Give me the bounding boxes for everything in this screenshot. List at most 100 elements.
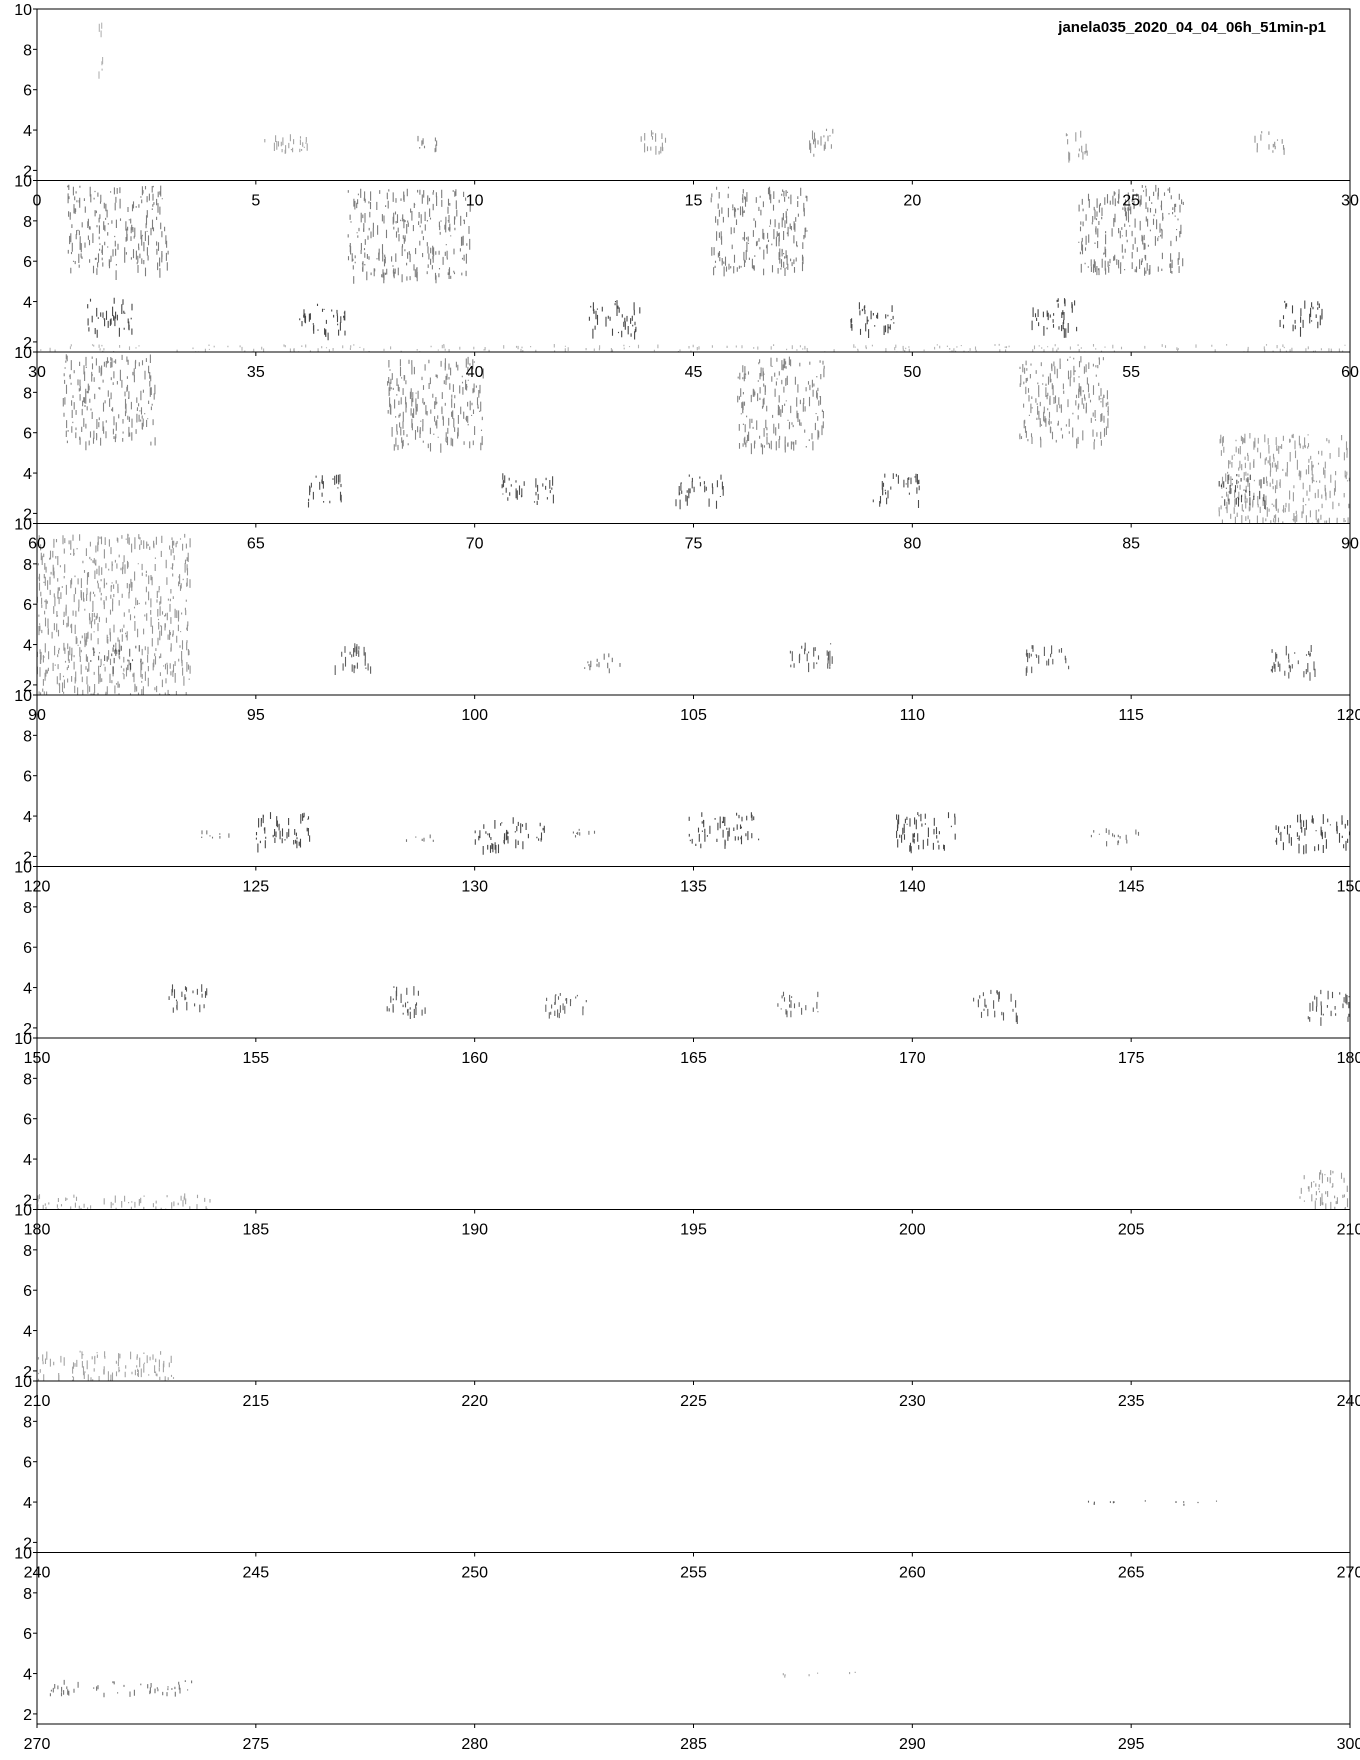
x-tick-label: 260 [899, 1565, 926, 1582]
sound-event [90, 644, 142, 675]
panel-10-energy [49, 1671, 856, 1698]
sound-event [782, 1671, 856, 1678]
y-tick-label: 6 [23, 1283, 32, 1300]
sound-event [67, 184, 169, 280]
x-tick-label: 170 [899, 1050, 926, 1067]
y-tick-label: 10 [14, 1031, 32, 1048]
x-tick-label: 255 [680, 1565, 707, 1582]
y-tick-label: 6 [23, 597, 32, 614]
sound-event [37, 1350, 175, 1381]
y-tick-label: 2 [23, 1021, 32, 1038]
panel-8-energy [37, 1350, 175, 1381]
x-tick-label: 35 [247, 364, 265, 381]
sound-event [1019, 356, 1109, 450]
sound-event [1090, 828, 1140, 847]
sound-event [588, 300, 641, 340]
x-tick-label: 225 [680, 1393, 707, 1410]
x-tick-label: 230 [899, 1393, 926, 1410]
x-tick-label: 80 [903, 536, 921, 553]
sound-event [737, 356, 825, 455]
x-tick-label: 120 [1337, 707, 1360, 724]
panel-9-energy [1087, 1500, 1218, 1506]
x-tick-label: 245 [242, 1565, 269, 1582]
x-tick-label: 270 [1337, 1565, 1360, 1582]
x-tick-label: 135 [680, 879, 707, 896]
x-tick-label: 250 [461, 1565, 488, 1582]
panel-6-energy [168, 984, 1350, 1026]
y-tick-label: 10 [14, 688, 32, 705]
x-tick-label: 265 [1118, 1565, 1145, 1582]
x-tick-label: 105 [680, 707, 707, 724]
sound-event [777, 991, 819, 1018]
sound-event [474, 817, 545, 855]
sound-event [387, 356, 484, 453]
x-tick-label: 160 [461, 1050, 488, 1067]
y-tick-label: 8 [23, 42, 32, 59]
x-tick-label: 55 [1122, 364, 1140, 381]
y-tick-label: 6 [23, 1112, 32, 1129]
panel-2-energy [40, 184, 1346, 352]
sound-event [1025, 645, 1070, 676]
sound-event [62, 354, 156, 451]
y-tick-label: 2 [23, 1364, 32, 1381]
y-tick-label: 6 [23, 769, 32, 786]
x-tick-label: 200 [899, 1222, 926, 1239]
y-tick-label: 8 [23, 1071, 32, 1088]
sound-event [789, 642, 833, 673]
y-tick-label: 10 [14, 860, 32, 877]
y-tick-label: 8 [23, 1414, 32, 1431]
y-tick-label: 8 [23, 1243, 32, 1260]
panel-5: 2 4 6 8 10 120 125 130 135 140 145 150 [14, 688, 1360, 896]
sound-event [1299, 1169, 1349, 1210]
sound-event [1307, 989, 1350, 1026]
y-tick-label: 2 [23, 849, 32, 866]
y-tick-label: 6 [23, 940, 32, 957]
y-tick-label: 10 [14, 517, 32, 534]
x-tick-label: 165 [680, 1050, 707, 1067]
y-tick-label: 4 [23, 1324, 32, 1341]
x-tick-label: 220 [461, 1393, 488, 1410]
sound-event [1254, 131, 1285, 155]
y-tick-label: 2 [23, 1707, 32, 1724]
sound-event [201, 830, 230, 839]
sound-event [584, 653, 621, 674]
sound-event [850, 302, 895, 338]
y-tick-label: 2 [23, 163, 32, 180]
x-tick-label: 125 [242, 879, 269, 896]
x-tick-label: 195 [680, 1222, 707, 1239]
y-tick-label: 6 [23, 1626, 32, 1643]
chart-title: janela035_2020_04_04_06h_51min-p1 [1057, 19, 1326, 36]
sound-event [710, 186, 808, 277]
sound-event [1275, 814, 1350, 855]
sound-event [255, 812, 311, 853]
x-tick-label: 95 [247, 707, 265, 724]
x-tick-label: 65 [247, 536, 265, 553]
sound-event [688, 812, 760, 849]
sound-event [572, 828, 596, 838]
x-tick-label: 45 [685, 364, 703, 381]
sound-event [872, 473, 920, 508]
sound-event [417, 135, 438, 153]
sound-event [973, 989, 1018, 1024]
sound-event [37, 533, 191, 695]
x-tick-label: 85 [1122, 536, 1140, 553]
x-tick-label: 205 [1118, 1222, 1145, 1239]
y-tick-label: 2 [23, 678, 32, 695]
panel-7-energy [37, 1169, 1349, 1210]
sound-event [40, 343, 1346, 352]
panel-10: 2 4 6 8 10 270 275 280 285 290 295 300 [14, 1546, 1360, 1754]
sound-event [809, 128, 834, 157]
x-tick-label: 185 [242, 1222, 269, 1239]
panel-4-energy [37, 533, 1316, 695]
x-tick-label: 155 [242, 1050, 269, 1067]
x-tick-label: 280 [461, 1736, 488, 1753]
sound-event [386, 986, 426, 1019]
x-tick-label: 10 [466, 193, 484, 210]
y-tick-label: 4 [23, 466, 32, 483]
sound-event [98, 22, 104, 79]
sound-event [1031, 298, 1078, 338]
panel-6: 2 4 6 8 10 150 155 160 165 170 175 180 [14, 860, 1360, 1068]
y-tick-label: 10 [14, 1374, 32, 1391]
y-tick-label: 8 [23, 385, 32, 402]
